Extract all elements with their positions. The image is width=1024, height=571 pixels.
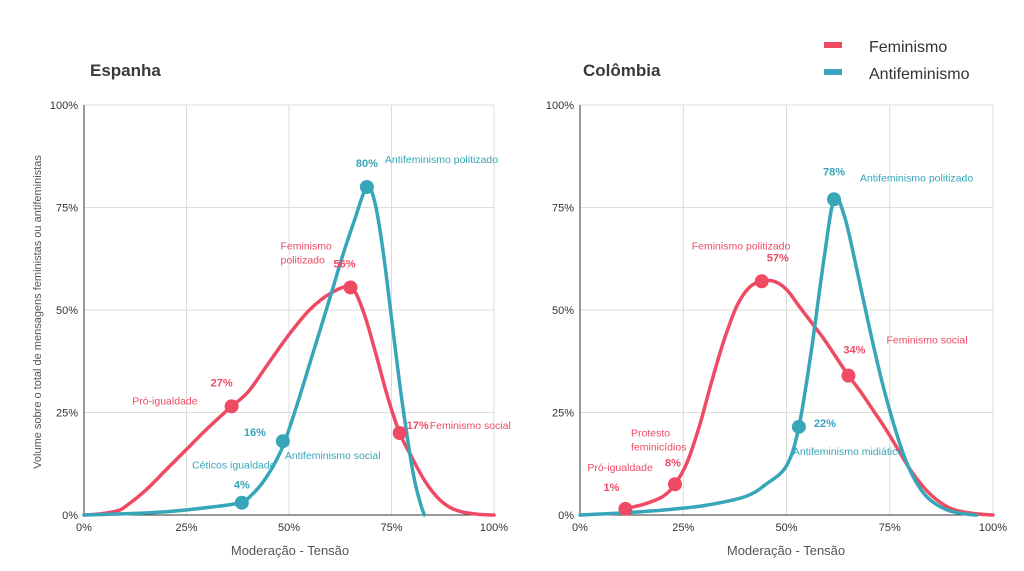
x-axis-title-espanha: Moderação - Tensão: [231, 543, 349, 558]
x-axis-title-colombia: Moderação - Tensão: [727, 543, 845, 558]
y-tick-label: 25%: [552, 408, 574, 420]
y-tick-label: 75%: [56, 203, 78, 215]
y-axis-title: Volume sobre o total de mensagens femini…: [32, 155, 44, 469]
x-tick-label: 0%: [76, 522, 92, 534]
data-value-label: 17%: [407, 420, 429, 432]
data-point-feminismo[interactable]: [667, 477, 682, 492]
data-value-label: 56%: [333, 258, 355, 270]
data-value-label: 4%: [234, 480, 250, 492]
legend-swatch-antifeminismo: [824, 69, 842, 75]
data-point-label: Protesto feminicídios: [631, 427, 686, 453]
y-tick-label: 100%: [546, 100, 574, 112]
x-tick-label: 75%: [380, 522, 402, 534]
series-line-antifeminismo: [82, 184, 427, 517]
legend-label-antifeminismo: Antifeminismo: [869, 66, 970, 83]
data-point-label: Feminismo politizado: [281, 240, 333, 266]
data-point-label: Antifeminismo politizado: [385, 154, 498, 166]
x-tick-label: 75%: [879, 522, 901, 534]
data-value-label: 80%: [356, 158, 378, 170]
legend: Feminismo Antifeminismo: [824, 39, 970, 83]
legend-label-feminismo: Feminismo: [869, 39, 947, 56]
data-point-label: Feminismo social: [430, 420, 511, 432]
data-value-label: 27%: [211, 377, 233, 389]
y-tick-label: 100%: [50, 100, 78, 112]
data-value-label: 1%: [603, 482, 619, 494]
panel-colombia: 0% 25% 50% 75% 100% 0% 25% 50% 75% 100% 1% Pró-igua…: [546, 100, 1007, 534]
data-value-label: 78%: [823, 166, 845, 178]
data-point-antifeminismo[interactable]: [791, 419, 806, 434]
data-point-feminismo[interactable]: [754, 274, 769, 289]
y-tick-label: 25%: [56, 408, 78, 420]
data-value-label: 57%: [767, 252, 789, 264]
data-point-label: Feminismo social: [886, 335, 967, 347]
series-line-feminismo: [619, 278, 995, 517]
data-point-feminismo[interactable]: [224, 399, 239, 414]
data-point-label: Pró-igualdade: [132, 395, 198, 407]
data-value-label: 22%: [814, 418, 836, 430]
x-tick-label: 100%: [979, 522, 1007, 534]
x-tick-label: 25%: [672, 522, 694, 534]
data-point-feminismo[interactable]: [343, 280, 358, 295]
data-value-label: 16%: [244, 427, 266, 439]
y-tick-label: 0%: [558, 510, 574, 522]
y-tick-label: 50%: [56, 305, 78, 317]
y-tick-label: 75%: [552, 203, 574, 215]
data-point-antifeminismo[interactable]: [826, 192, 841, 207]
data-point-antifeminismo[interactable]: [275, 434, 290, 449]
data-point-label: Feminismo politizado: [692, 240, 791, 252]
data-value-label: 34%: [843, 345, 865, 357]
data-point-label: Antifeminismo social: [285, 450, 381, 462]
data-point-feminismo[interactable]: [618, 501, 633, 516]
data-point-antifeminismo[interactable]: [359, 180, 374, 194]
x-tick-label: 50%: [775, 522, 797, 534]
panel-title-espanha: Espanha: [90, 61, 161, 80]
data-value-label: 8%: [665, 457, 681, 469]
data-point-feminismo[interactable]: [841, 368, 856, 383]
x-tick-label: 100%: [480, 522, 508, 534]
y-tick-label: 50%: [552, 305, 574, 317]
data-point-label: Céticos igualdade: [192, 460, 276, 472]
y-tick-label: 0%: [62, 510, 78, 522]
data-point-label: Antifeminismo midiático: [793, 446, 903, 458]
data-point-label: Antifeminismo politizado: [860, 172, 973, 184]
series-line-feminismo: [82, 284, 496, 517]
panel-title-colombia: Colômbia: [583, 61, 661, 80]
data-point-feminismo[interactable]: [392, 426, 407, 440]
data-point-label: Pró-igualdade: [587, 462, 653, 474]
x-tick-label: 25%: [175, 522, 197, 534]
x-tick-label: 50%: [278, 522, 300, 534]
x-tick-label: 0%: [572, 522, 588, 534]
legend-swatch-feminismo: [824, 42, 842, 48]
panel-espanha: 0% 25% 50% 75% 100% 0% 25% 50% 75% 100% 27% Pró-igu…: [50, 100, 511, 534]
data-point-antifeminismo[interactable]: [234, 495, 249, 510]
